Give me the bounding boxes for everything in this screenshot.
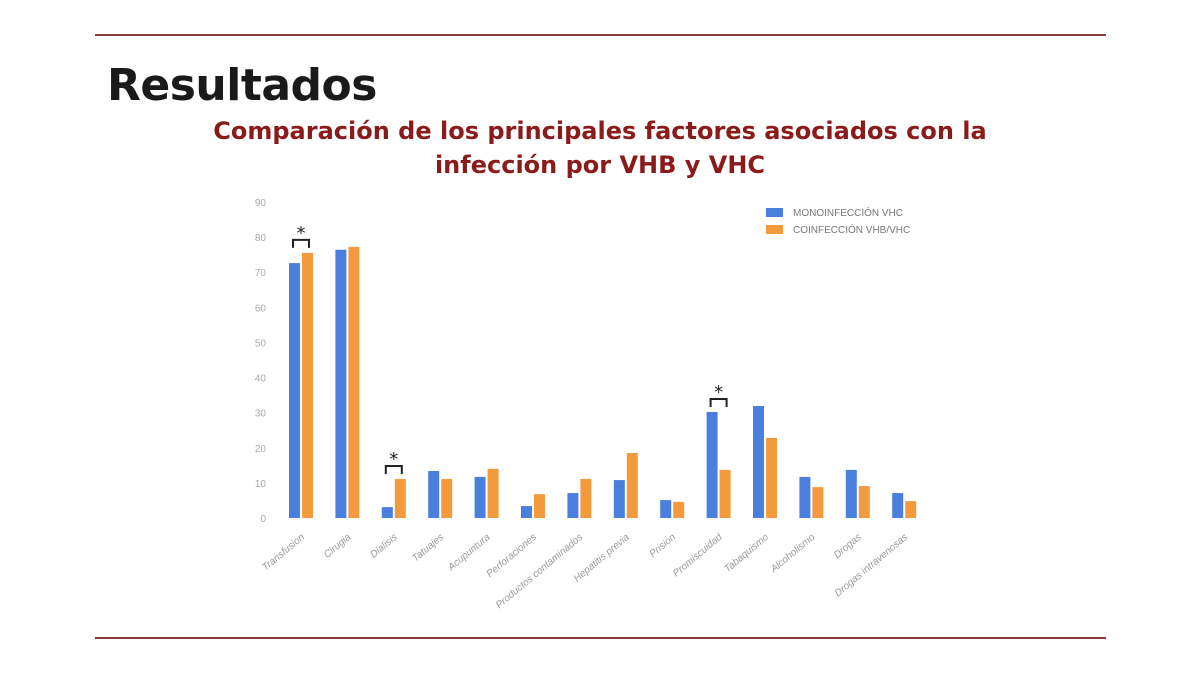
bar-coinf xyxy=(302,252,313,518)
bar-mono xyxy=(567,493,579,518)
bar-coinf xyxy=(812,487,824,518)
y-tick-label: 20 xyxy=(255,444,267,455)
chart-subtitle: Comparación de los principales factores … xyxy=(213,117,987,179)
significance-marker: * xyxy=(389,449,398,470)
bar-mono xyxy=(753,405,764,518)
bar-coinf xyxy=(626,453,638,518)
significance-bracket xyxy=(292,238,310,248)
bar-mono xyxy=(799,476,811,518)
x-tick-label: Prision xyxy=(648,532,679,560)
bar-mono xyxy=(892,493,904,518)
bar-coinf xyxy=(441,479,453,518)
bar-coinf xyxy=(858,486,870,518)
bar-coinf xyxy=(487,468,499,518)
bar-mono xyxy=(289,263,300,518)
bar-mono xyxy=(706,411,718,518)
y-tick-label: 70 xyxy=(255,268,267,279)
bar-mono xyxy=(428,470,440,518)
x-tick-label: Tatuajes xyxy=(410,532,446,564)
bar-coinf xyxy=(766,437,777,518)
y-tick-label: 60 xyxy=(255,303,267,314)
top-divider xyxy=(95,34,1106,36)
bottom-divider xyxy=(95,637,1106,639)
y-tick-label: 50 xyxy=(255,338,267,349)
x-tick-label: Tabaquismo xyxy=(722,532,771,575)
bar-coinf xyxy=(394,479,406,518)
bar-coinf xyxy=(534,494,545,518)
legend-label: MONOINFECCIÓN VHC xyxy=(793,206,903,219)
legend-swatch xyxy=(766,225,783,234)
x-tick-label: Productos contaminados xyxy=(494,532,585,611)
legend-label: COINFECCIÓN VHB/VHC xyxy=(793,223,910,236)
significance-bracket xyxy=(709,397,728,407)
y-tick-label: 90 xyxy=(255,198,267,209)
bar-mono xyxy=(335,249,347,519)
x-tick-label: Cirugia xyxy=(322,532,354,561)
y-tick-label: 30 xyxy=(255,409,267,420)
bar-coinf xyxy=(580,479,592,518)
x-tick-label: Dialisis xyxy=(368,532,399,561)
bar-coinf xyxy=(673,501,685,518)
bar-mono xyxy=(613,480,625,518)
x-tick-label: Acupuntura xyxy=(446,532,493,574)
y-tick-label: 40 xyxy=(255,374,267,385)
slide-heading: Resultados xyxy=(107,60,377,111)
bar-coinf xyxy=(719,469,731,518)
bar-mono xyxy=(521,506,532,518)
bar-mono xyxy=(474,476,486,518)
significance-marker: * xyxy=(297,223,306,244)
legend-swatch xyxy=(766,208,783,217)
x-tick-label: Alcoholismo xyxy=(768,532,817,576)
significance-bracket xyxy=(384,465,403,475)
y-tick-label: 10 xyxy=(255,479,267,490)
x-tick-label: Drogas xyxy=(832,532,864,561)
bar-mono xyxy=(660,500,672,518)
bar-mono xyxy=(381,507,393,518)
y-tick-label: 0 xyxy=(260,514,266,525)
x-tick-label: Transfusion xyxy=(260,532,307,574)
y-tick-label: 80 xyxy=(255,233,267,244)
bar-coinf xyxy=(348,246,360,519)
bar-coinf xyxy=(905,501,917,518)
significance-marker: * xyxy=(714,382,723,403)
bar-mono xyxy=(845,469,857,518)
x-tick-label: Promiscuidad xyxy=(671,532,725,580)
